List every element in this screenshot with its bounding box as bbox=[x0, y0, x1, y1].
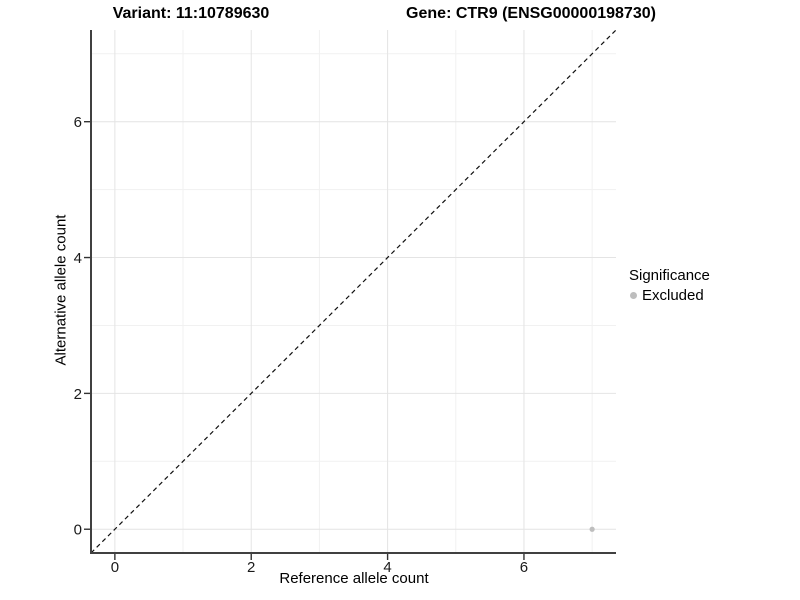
y-tick-label: 6 bbox=[74, 114, 82, 131]
variant-title: Variant: 11:10789630 bbox=[112, 5, 270, 22]
legend-item: Excluded bbox=[630, 287, 710, 304]
y-tick-label: 2 bbox=[74, 386, 82, 403]
y-axis-title: Alternative allele count bbox=[52, 214, 70, 366]
x-tick-label: 6 bbox=[520, 559, 528, 576]
legend-items: Excluded bbox=[629, 287, 710, 304]
identity-dashed-line bbox=[90, 29, 617, 554]
x-tick-label: 0 bbox=[111, 559, 119, 576]
legend-key-dot-icon bbox=[630, 292, 637, 299]
x-axis-title: Reference allele count bbox=[279, 570, 429, 587]
x-tick-label: 4 bbox=[383, 559, 391, 576]
legend-title: Significance bbox=[629, 267, 710, 284]
y-tick-label: 4 bbox=[74, 250, 82, 267]
y-tick-label: 0 bbox=[74, 522, 82, 539]
legend-item-label: Excluded bbox=[642, 287, 704, 304]
legend: Significance Excluded bbox=[629, 267, 710, 304]
data-point bbox=[589, 526, 595, 532]
x-tick-label: 2 bbox=[247, 559, 255, 576]
gene-title: Gene: CTR9 (ENSG00000198730) bbox=[406, 5, 656, 22]
